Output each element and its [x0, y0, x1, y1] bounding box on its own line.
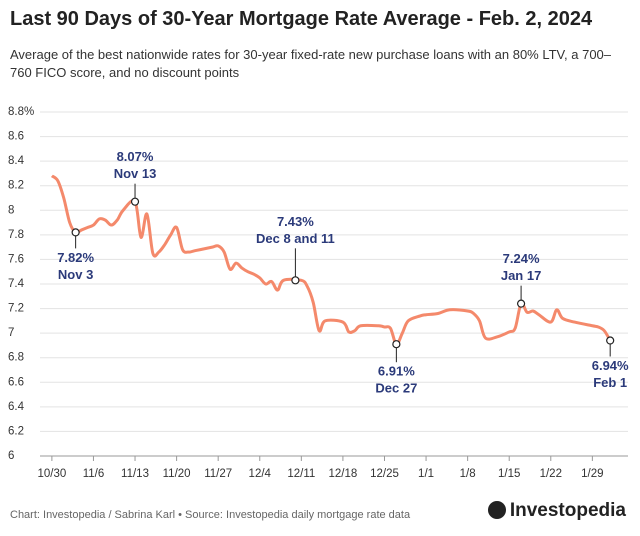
annotation-marker	[291, 276, 300, 285]
annotation-label: Nov 13	[114, 166, 157, 181]
annotation-marker	[392, 340, 401, 349]
y-tick-label: 7.8	[8, 229, 24, 241]
x-tick-label: 12/11	[287, 468, 315, 480]
annotation-label: Feb 1	[593, 375, 627, 390]
x-tick-label: 11/20	[163, 468, 191, 480]
y-tick-label: 8.2	[8, 180, 24, 192]
annotation-label: Dec 8 and 11	[256, 231, 335, 246]
annotation-label: 6.94%	[592, 358, 629, 373]
annotation-label: 7.82%	[57, 250, 94, 265]
y-tick-label: 7.6	[8, 253, 24, 265]
y-tick-label: 8	[8, 204, 14, 216]
x-tick-label: 1/8	[460, 468, 476, 480]
y-tick-label: 6.2	[8, 425, 24, 437]
y-tick-label: 7.2	[8, 303, 24, 315]
y-tick-label: 6	[8, 450, 14, 462]
y-tick-label: 8.4	[8, 155, 25, 167]
x-tick-label: 1/15	[498, 468, 520, 480]
x-tick-label: 11/13	[121, 468, 149, 480]
annotation-marker	[71, 228, 80, 237]
annotation-marker	[606, 336, 615, 345]
y-tick-label: 8.8%	[8, 106, 34, 118]
y-tick-label: 6.4	[8, 401, 25, 413]
annotation-label: Dec 27	[375, 381, 417, 396]
annotation-label: 8.07%	[117, 149, 154, 164]
x-tick-label: 1/22	[540, 468, 562, 480]
annotation-label: Nov 3	[58, 267, 93, 282]
chart-title: Last 90 Days of 30-Year Mortgage Rate Av…	[10, 8, 593, 30]
x-tick-label: 12/18	[329, 468, 358, 480]
annotation-marker	[130, 197, 140, 206]
y-tick-label: 6.8	[8, 352, 24, 364]
logo: Investopedia	[487, 500, 626, 522]
y-tick-label: 6.6	[8, 376, 24, 388]
annotation-label: 7.24%	[503, 251, 540, 266]
x-tick-label: 1/1	[418, 468, 434, 480]
logo-text: Investopedia	[509, 500, 626, 521]
x-tick-label: 10/30	[37, 468, 66, 480]
x-tick-label: 11/6	[83, 468, 105, 480]
x-tick-label: 12/25	[370, 468, 399, 480]
y-tick-label: 7	[8, 327, 14, 339]
annotation-label: Jan 17	[501, 268, 541, 283]
x-tick-label: 1/29	[581, 468, 603, 480]
x-tick-label: 12/4	[249, 468, 272, 480]
annotation-label: 6.91%	[378, 364, 415, 379]
chart-subtitle: Average of the best nationwide rates for…	[10, 47, 612, 80]
y-tick-label: 8.6	[8, 131, 24, 143]
annotation-marker	[516, 299, 526, 308]
annotation-label: 7.43%	[277, 214, 314, 229]
y-tick-label: 7.4	[8, 278, 25, 290]
x-tick-label: 11/27	[204, 468, 232, 480]
footer: Chart: Investopedia / Sabrina Karl • Sou…	[10, 509, 411, 521]
